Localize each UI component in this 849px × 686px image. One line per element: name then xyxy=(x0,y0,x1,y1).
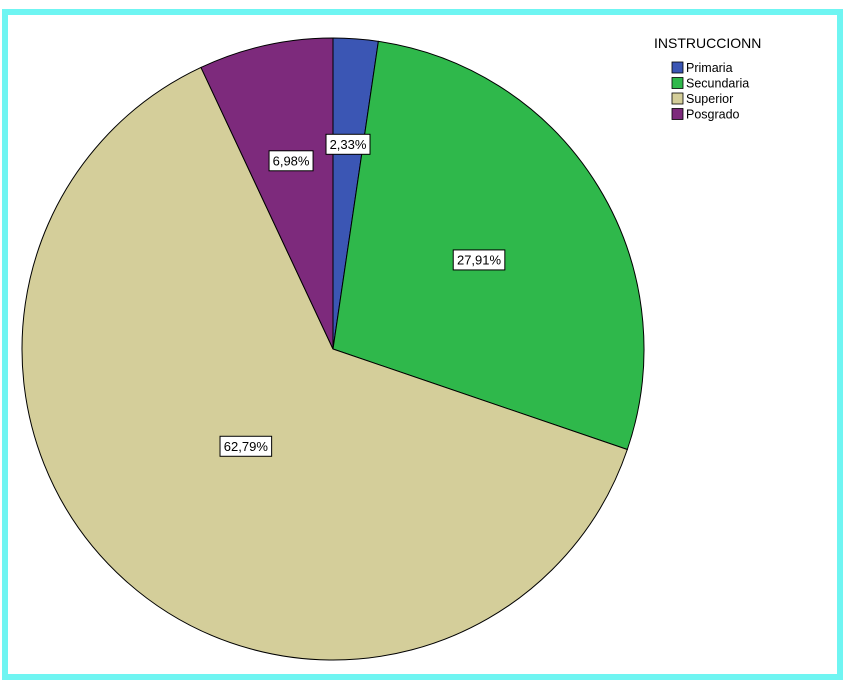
data-label-posgrado: 6,98% xyxy=(268,150,314,172)
legend-title: INSTRUCCIONN xyxy=(654,35,761,51)
data-label-text: 27,91% xyxy=(457,252,502,267)
data-label-text: 62,79% xyxy=(224,439,269,454)
legend-swatch xyxy=(671,92,684,105)
data-label-box xyxy=(325,133,371,155)
legend-label: Secundaria xyxy=(686,77,749,91)
pie-slices xyxy=(21,37,645,661)
data-label-secundaria: 27,91% xyxy=(452,249,506,271)
data-label-box xyxy=(219,435,273,457)
legend-swatch xyxy=(671,108,684,120)
legend-swatch xyxy=(671,61,684,74)
legend-item-posgrado: Posgrado xyxy=(671,108,740,122)
legend: INSTRUCCIONN PrimariaSecundariaSuperiorP… xyxy=(654,35,761,122)
pie-slice-superior xyxy=(21,66,628,661)
legend-label: Primaria xyxy=(686,61,733,75)
data-label-superior: 62,79% xyxy=(219,435,273,457)
legend-label: Superior xyxy=(686,92,733,106)
data-label-primaria: 2,33% xyxy=(325,133,371,155)
legend-swatch xyxy=(671,77,684,89)
legend-item-secundaria: Secundaria xyxy=(671,77,749,91)
pie-data-labels: 2,33% 27,91% 62,79% 6,98% xyxy=(219,133,506,457)
data-label-box xyxy=(268,150,314,172)
data-label-text: 2,33% xyxy=(330,137,367,152)
data-label-box xyxy=(452,249,506,271)
legend-item-superior: Superior xyxy=(671,92,733,106)
pie-slice-secundaria xyxy=(332,40,645,451)
legend-item-primaria: Primaria xyxy=(671,61,733,75)
legend-label: Posgrado xyxy=(686,108,740,122)
pie-slice-posgrado xyxy=(200,37,334,350)
data-label-text: 6,98% xyxy=(273,153,310,168)
